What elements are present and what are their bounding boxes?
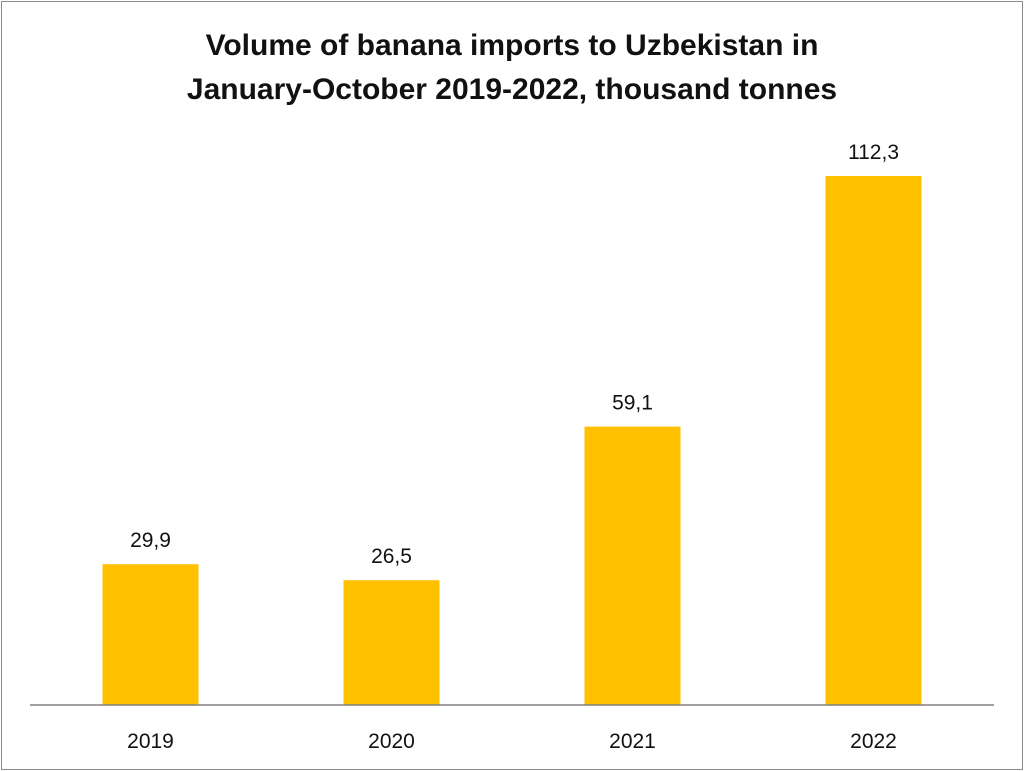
chart-title-line-1: Volume of banana imports to Uzbekistan i… bbox=[205, 29, 819, 62]
value-labels-group: 29,9 26,5 59,1 112,3 bbox=[130, 141, 899, 568]
x-tick-labels-group: 2019 2020 2021 2022 bbox=[127, 730, 897, 753]
value-label-2020: 26,5 bbox=[371, 545, 412, 568]
bar-2019 bbox=[102, 564, 199, 705]
x-tick-label-2021: 2021 bbox=[609, 730, 656, 753]
value-label-2021: 59,1 bbox=[612, 392, 653, 415]
chart-title: Volume of banana imports to Uzbekistan i… bbox=[0, 24, 1024, 112]
bar-2021 bbox=[584, 426, 681, 705]
value-label-2022: 112,3 bbox=[848, 141, 899, 164]
chart-title-line-2: January-October 2019-2022, thousand tonn… bbox=[186, 73, 838, 106]
x-tick-label-2020: 2020 bbox=[368, 730, 415, 753]
bar-2022 bbox=[825, 176, 922, 705]
bars-group bbox=[102, 176, 922, 705]
value-label-2019: 29,9 bbox=[130, 529, 171, 552]
x-tick-label-2019: 2019 bbox=[127, 730, 174, 753]
x-tick-label-2022: 2022 bbox=[850, 730, 897, 753]
bar-2020 bbox=[343, 580, 440, 705]
